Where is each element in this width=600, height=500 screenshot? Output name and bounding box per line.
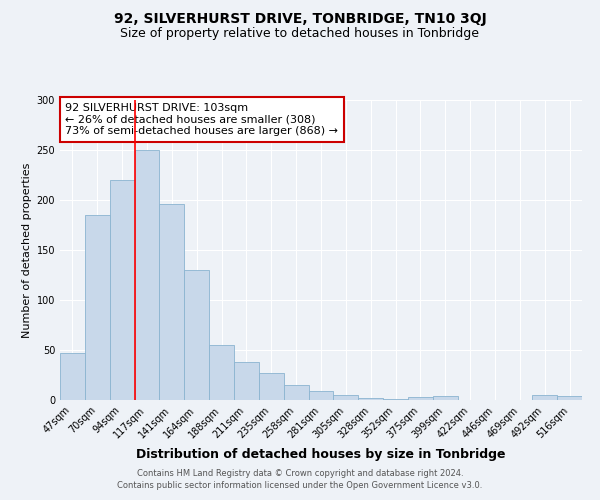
Bar bbox=[408, 397, 433, 400]
Y-axis label: Number of detached properties: Number of detached properties bbox=[22, 162, 32, 338]
Bar bbox=[284, 385, 308, 400]
Bar bbox=[259, 373, 284, 400]
Bar bbox=[209, 345, 234, 400]
Bar bbox=[433, 396, 458, 400]
Bar bbox=[60, 353, 85, 400]
Bar bbox=[383, 399, 408, 400]
Text: Contains public sector information licensed under the Open Government Licence v3: Contains public sector information licen… bbox=[118, 481, 482, 490]
Bar bbox=[184, 270, 209, 400]
Bar bbox=[308, 391, 334, 400]
Text: 92 SILVERHURST DRIVE: 103sqm
← 26% of detached houses are smaller (308)
73% of s: 92 SILVERHURST DRIVE: 103sqm ← 26% of de… bbox=[65, 103, 338, 136]
Bar bbox=[85, 215, 110, 400]
Text: Size of property relative to detached houses in Tonbridge: Size of property relative to detached ho… bbox=[121, 28, 479, 40]
Text: 92, SILVERHURST DRIVE, TONBRIDGE, TN10 3QJ: 92, SILVERHURST DRIVE, TONBRIDGE, TN10 3… bbox=[113, 12, 487, 26]
Bar bbox=[532, 395, 557, 400]
Bar bbox=[134, 150, 160, 400]
Bar bbox=[110, 180, 134, 400]
Bar bbox=[234, 362, 259, 400]
Text: Contains HM Land Registry data © Crown copyright and database right 2024.: Contains HM Land Registry data © Crown c… bbox=[137, 468, 463, 477]
Bar bbox=[358, 398, 383, 400]
Bar bbox=[334, 395, 358, 400]
X-axis label: Distribution of detached houses by size in Tonbridge: Distribution of detached houses by size … bbox=[136, 448, 506, 461]
Bar bbox=[160, 204, 184, 400]
Bar bbox=[557, 396, 582, 400]
